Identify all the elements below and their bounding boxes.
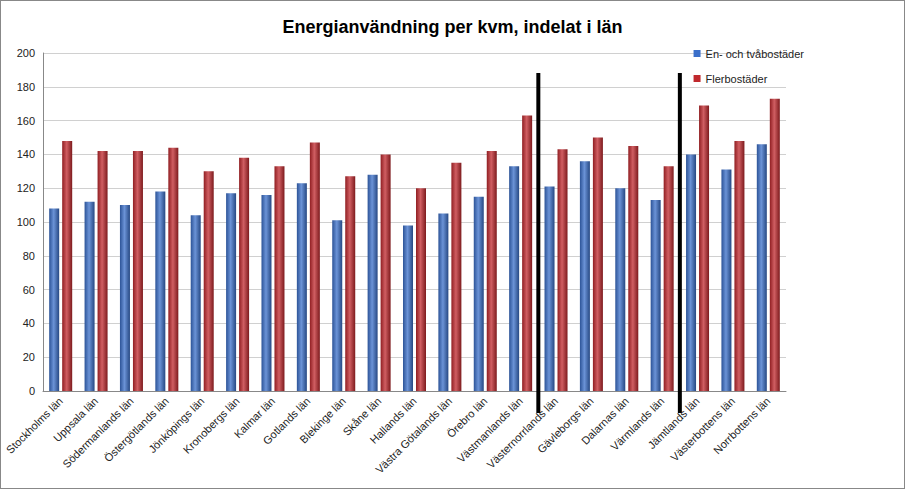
svg-text:Östergötlands län: Östergötlands län	[102, 395, 171, 464]
svg-text:60: 60	[23, 284, 35, 296]
svg-text:100: 100	[17, 216, 35, 228]
svg-text:Gävleborgs län: Gävleborgs län	[534, 394, 596, 456]
svg-text:Norrbottens län: Norrbottens län	[711, 395, 773, 457]
svg-text:Södermanlands län: Södermanlands län	[60, 394, 136, 471]
svg-text:Flerbostäder: Flerbostäder	[706, 73, 768, 85]
svg-text:Skåne län: Skåne län	[340, 394, 384, 438]
svg-text:Dalarnas län: Dalarnas län	[578, 394, 631, 447]
svg-text:Uppsala län: Uppsala län	[50, 394, 101, 445]
svg-text:Hallands län: Hallands län	[367, 394, 419, 446]
svg-text:Västerbottens län: Västerbottens län	[668, 394, 738, 464]
svg-text:160: 160	[17, 115, 35, 127]
svg-text:Gotlands län: Gotlands län	[260, 394, 313, 447]
svg-text:Kalmar län: Kalmar län	[231, 394, 278, 441]
svg-text:0: 0	[29, 385, 35, 397]
svg-text:Stockholms län: Stockholms län	[4, 395, 65, 456]
svg-text:Västernorrlands län: Västernorrlands län	[484, 394, 561, 471]
svg-text:120: 120	[17, 182, 35, 194]
svg-text:Blekinge län: Blekinge län	[297, 395, 348, 446]
svg-text:80: 80	[23, 250, 35, 262]
svg-text:Örebro län: Örebro län	[444, 394, 490, 440]
svg-text:Energianvändning per kvm, inde: Energianvändning per kvm, indelat i län	[282, 17, 622, 37]
svg-text:Västmanlands län: Västmanlands län	[455, 395, 525, 465]
svg-text:200: 200	[17, 47, 35, 59]
svg-text:Jönköpings län: Jönköpings län	[146, 394, 207, 456]
svg-text:Jämtlands län: Jämtlands län	[645, 394, 702, 452]
svg-text:140: 140	[17, 148, 35, 160]
svg-text:Kronobergs län: Kronobergs län	[181, 395, 242, 456]
svg-text:Värmlands län: Värmlands län	[608, 394, 667, 453]
svg-text:En- och tvåbostäder: En- och tvåbostäder	[706, 48, 805, 60]
svg-text:180: 180	[17, 81, 35, 93]
svg-text:40: 40	[23, 317, 35, 329]
svg-text:Västra Götalands län: Västra Götalands län	[373, 395, 454, 476]
svg-text:20: 20	[23, 351, 35, 363]
